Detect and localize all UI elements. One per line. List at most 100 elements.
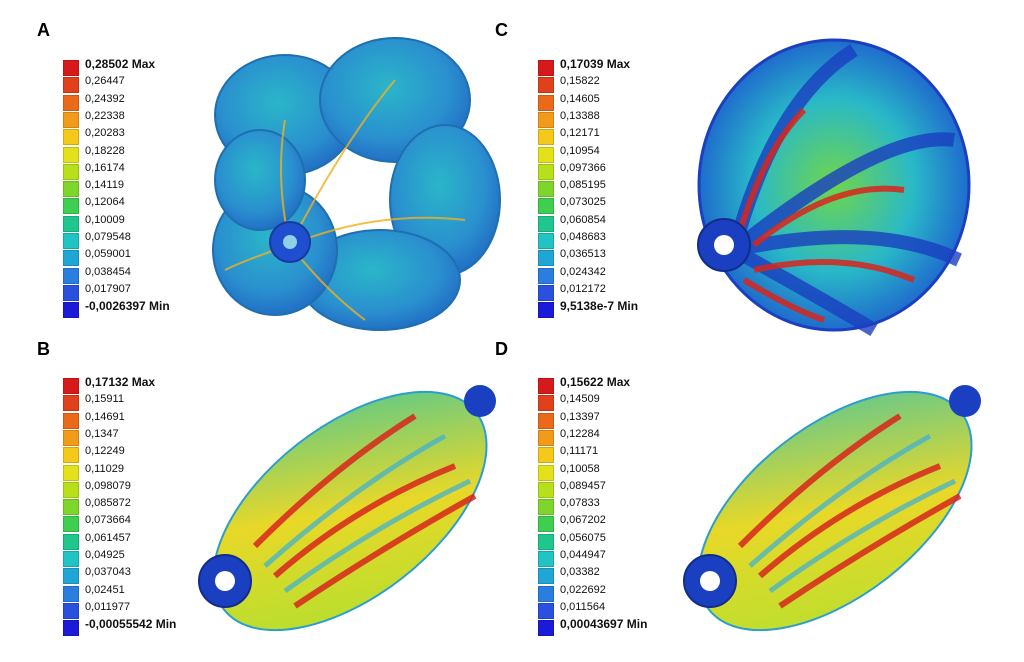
legend-value: 0,13397 [560, 410, 600, 423]
legend-color-swatch [63, 302, 79, 319]
panel-d: D 0,15622 Max 0,14509 0,13397 0,12284 0,1117… [495, 331, 1024, 662]
legend-color-swatch [538, 481, 554, 498]
legend-color-swatch [538, 533, 554, 550]
legend-color-swatch [63, 181, 79, 198]
legend-color-swatch [538, 395, 554, 412]
legend-value: 0,024342 [560, 265, 606, 278]
legend-value: 0,17039 Max [560, 57, 631, 71]
legend-color-swatch [63, 412, 79, 429]
legend-color-swatch [538, 215, 554, 232]
legend-value: 0,073664 [85, 514, 131, 527]
legend-color-swatch [538, 181, 554, 198]
legend-color-swatch [63, 602, 79, 619]
legend-value: 0,07833 [560, 497, 600, 510]
legend-value: 0,12249 [85, 445, 125, 458]
legend-value: 0,11171 [560, 445, 599, 458]
panel-label-a: A [37, 20, 50, 40]
legend-color-swatch [63, 146, 79, 163]
legend-value: 0,011564 [560, 600, 606, 613]
legend-color-swatch [538, 585, 554, 602]
legend-value: 0,10009 [85, 213, 125, 226]
legend-color-swatch [63, 551, 79, 567]
legend-value: 0,1347 [85, 427, 119, 440]
legend-value: 0,12064 [85, 196, 125, 209]
model-d-ellipsoid [683, 385, 981, 632]
legend-value: 0,12284 [560, 427, 600, 440]
legend-value: 0,056075 [560, 531, 606, 544]
legend-value: 0,22338 [85, 109, 125, 122]
legend-color-swatch [63, 233, 79, 249]
legend-color-swatch [63, 129, 79, 146]
legend-value: 0,17132 Max [85, 375, 156, 389]
legend-value: 0,04925 [85, 549, 125, 561]
legend-value: 0,036513 [560, 248, 606, 261]
legend-color-swatch [538, 146, 554, 163]
legend-color-swatch [538, 516, 554, 533]
legend-value: 0,017907 [85, 282, 131, 295]
legend-value: 0,15822 [560, 75, 600, 88]
legend-value: -0,00055542 Min [85, 617, 177, 632]
legend-color-swatch [538, 568, 554, 585]
legend-color-swatch [63, 620, 79, 637]
legend-a: 0,28502 Max 0,26447 0,24392 0,22338 0,20283 0… [63, 57, 213, 320]
legend-color-swatch [538, 302, 554, 319]
legend-color-swatch [538, 129, 554, 146]
pumpkin-lobes-a [212, 37, 501, 331]
legend-value: 0,14509 [560, 393, 600, 406]
legend-value: 0,097366 [560, 161, 606, 174]
legend-color-swatch [538, 602, 554, 619]
legend-value: 0,038454 [85, 265, 131, 278]
legend-value: 0,14605 [560, 92, 600, 105]
legend-value: 0,061457 [85, 531, 131, 544]
legend-color-swatch [538, 250, 554, 267]
panel-label-b: B [37, 339, 50, 359]
legend-value: 0,012172 [560, 282, 606, 295]
legend-color-swatch [538, 499, 554, 516]
legend-value: 0,085195 [560, 179, 606, 192]
legend-value: 0,079548 [85, 231, 131, 243]
legend-value: 0,28502 Max [85, 57, 156, 71]
legend-c: 0,17039 Max 0,15822 0,14605 0,13388 0,12171 0… [538, 57, 688, 320]
legend-value: 0,022692 [560, 583, 606, 596]
end-cap-right-b [464, 385, 496, 417]
legend-value: 0,10954 [560, 144, 600, 157]
legend-color-swatch [538, 77, 554, 94]
legend-color-swatch [63, 533, 79, 550]
legend-value: 0,03382 [560, 566, 600, 579]
legend-value: 0,060854 [560, 213, 606, 226]
panel-c: C 0,17039 Max 0,15822 0,14605 0,13388 0,1217… [495, 0, 1024, 337]
legend-color-swatch [63, 284, 79, 301]
legend-value: 0,14119 [85, 179, 124, 192]
legend-color-swatch [538, 233, 554, 249]
legend-value: 0,059001 [85, 248, 131, 261]
model-b-ellipsoid [198, 385, 496, 632]
legend-value: 0,00043697 Min [560, 617, 648, 632]
panel-label-c: C [495, 20, 508, 40]
legend-value: 0,16174 [85, 161, 125, 174]
legend-d: 0,15622 Max 0,14509 0,13397 0,12284 0,11171 0… [538, 376, 688, 638]
panel-a: A 0,28502 Max 0,26447 0,24392 0,22338 0,2028… [0, 0, 512, 331]
legend-value: 0,048683 [560, 231, 606, 243]
legend-color-swatch [63, 94, 79, 111]
end-cap-right-d [949, 385, 981, 417]
legend-value: 0,067202 [560, 514, 606, 527]
legend-color-swatch [63, 378, 79, 394]
legend-value: 0,13388 [560, 109, 600, 122]
legend-value: 0,11029 [85, 462, 124, 475]
legend-color-swatch [63, 111, 79, 128]
legend-value: 0,073025 [560, 196, 606, 209]
legend-color-swatch [63, 267, 79, 284]
panel-label-d: D [495, 339, 508, 359]
legend-color-swatch [63, 60, 79, 76]
legend-color-swatch [538, 60, 554, 76]
legend-color-swatch [538, 284, 554, 301]
legend-color-swatch [63, 395, 79, 412]
legend-value: 0,14691 [85, 410, 125, 423]
legend-value: 0,10058 [560, 462, 600, 475]
legend-color-swatch [63, 447, 79, 464]
legend-value: 0,085872 [85, 497, 131, 510]
panel-b: B 0,17132 Max 0,15911 0,14691 0,1347 0,12249… [0, 331, 512, 662]
legend-value: 0,098079 [85, 479, 131, 492]
legend-value: -0,0026397 Min [85, 299, 170, 314]
legend-color-swatch [538, 163, 554, 180]
